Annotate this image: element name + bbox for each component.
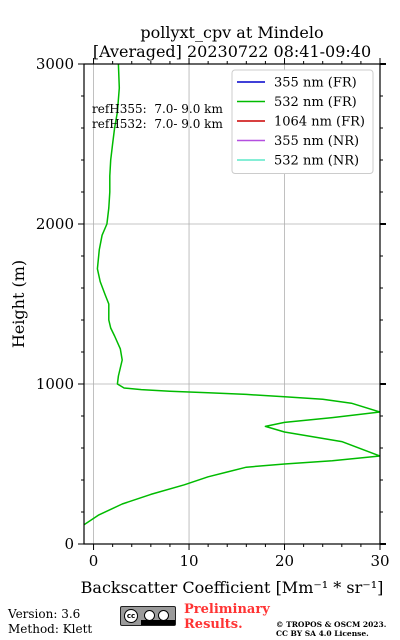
y-tick-label: 0 xyxy=(64,535,74,553)
copyright-note: © TROPOS & OSCM 2023. CC BY SA 4.0 Licen… xyxy=(276,620,386,638)
y-tick-label: 3000 xyxy=(36,55,74,73)
preliminary-note: Preliminary Results. xyxy=(184,602,270,632)
chart-title: pollyxt_cpv at Mindelo xyxy=(140,23,323,42)
legend-label: 355 nm (NR) xyxy=(274,134,359,149)
series-line-532-nm-fr- xyxy=(84,64,380,526)
ref-annotation-355: refH355: 7.0- 9.0 km xyxy=(92,102,223,116)
y-axis-label: Height (m) xyxy=(9,260,28,348)
x-axis-label: Backscatter Coefficient [Mm⁻¹ * sr⁻¹] xyxy=(81,578,384,597)
legend-box xyxy=(231,69,374,174)
x-tick-label: 10 xyxy=(179,552,198,570)
x-tick-label: 20 xyxy=(275,552,294,570)
cc-by-sa-icon: cc xyxy=(120,606,176,626)
legend: 355 nm (FR) 532 nm (FR) 1064 nm (FR) 355 nm… xyxy=(231,69,374,174)
cc-label: cc xyxy=(124,609,138,623)
copyright-line-2: CC BY SA 4.0 License. xyxy=(276,629,369,638)
version-label: Version: 3.6 xyxy=(8,607,81,621)
badge-strip xyxy=(141,620,175,625)
method-label: Method: Klett xyxy=(8,622,93,636)
chart-subtitle: [Averaged] 20230722 08:41-09:40 xyxy=(93,42,371,61)
x-tick-label: 0 xyxy=(89,552,99,570)
copyright-line-1: © TROPOS & OSCM 2023. xyxy=(276,620,387,629)
ticks: 0 10 20 30 0 1000 2000 3000 xyxy=(36,55,390,570)
series-group xyxy=(84,64,380,526)
legend-label: 532 nm (NR) xyxy=(274,154,359,169)
legend-label: 355 nm (FR) xyxy=(274,76,357,91)
preliminary-line-1: Preliminary xyxy=(184,602,270,617)
chart: pollyxt_cpv at Mindelo [Averaged] 202307… xyxy=(9,23,390,597)
legend-label: 1064 nm (FR) xyxy=(274,115,365,130)
x-tick-label: 30 xyxy=(370,552,389,570)
y-tick-label: 1000 xyxy=(36,375,74,393)
y-tick-label: 2000 xyxy=(36,215,74,233)
plot-frame xyxy=(83,63,381,545)
legend-label: 532 nm (FR) xyxy=(274,95,357,110)
ref-annotation-532: refH532: 7.0- 9.0 km xyxy=(92,117,223,131)
preliminary-line-2: Results. xyxy=(184,617,243,632)
